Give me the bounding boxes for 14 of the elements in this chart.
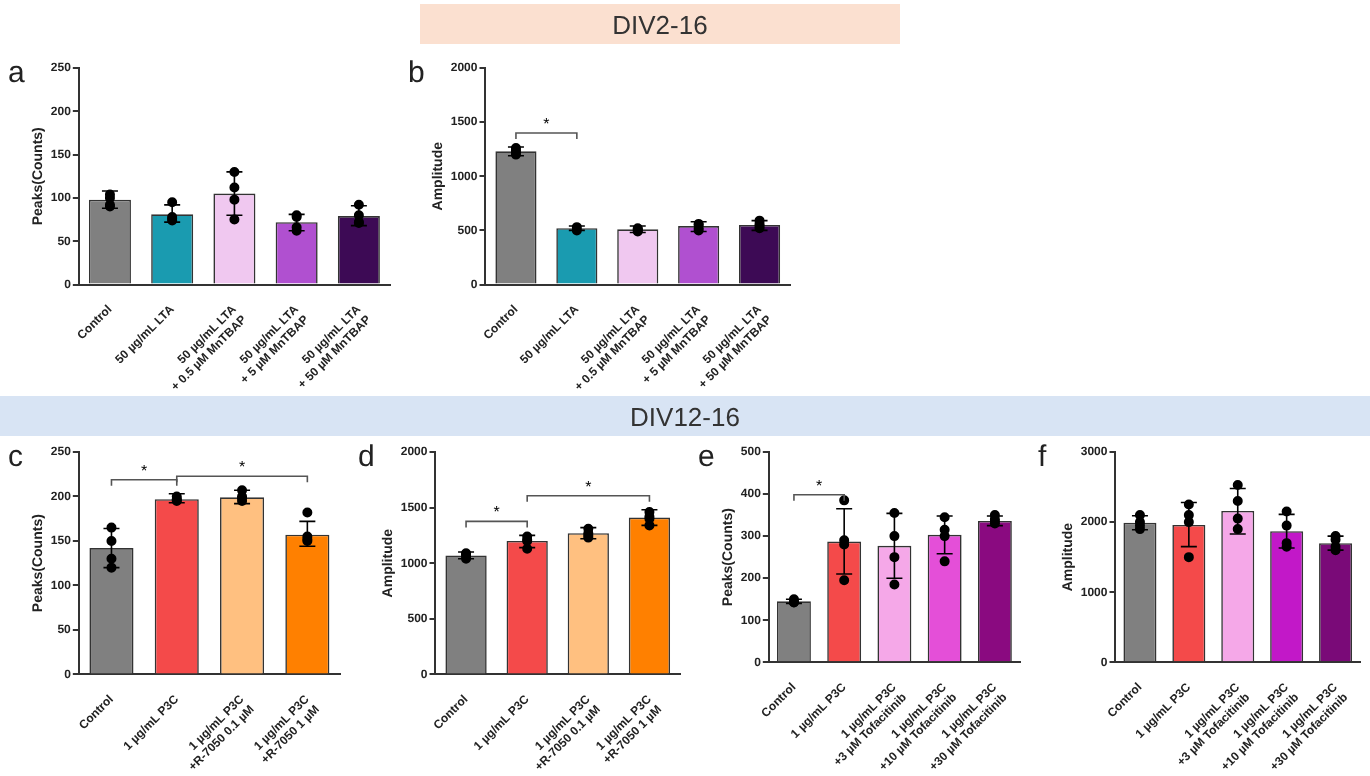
text: DIV2-16 <box>420 4 900 44</box>
annotation: * <box>238 458 246 477</box>
chart-title: c <box>8 440 23 474</box>
annotation: * <box>493 503 500 522</box>
annotation: * <box>140 461 148 480</box>
annotation: * <box>543 115 550 134</box>
text: DIV12-16 <box>0 396 1370 436</box>
chart-title: d <box>358 440 375 474</box>
chart-title: a <box>8 56 25 90</box>
chart-title: f <box>1038 440 1047 474</box>
chart-title: b <box>408 56 425 90</box>
chart-title: e <box>698 440 715 474</box>
annotation: * <box>585 477 592 496</box>
annotation: * <box>815 476 823 495</box>
